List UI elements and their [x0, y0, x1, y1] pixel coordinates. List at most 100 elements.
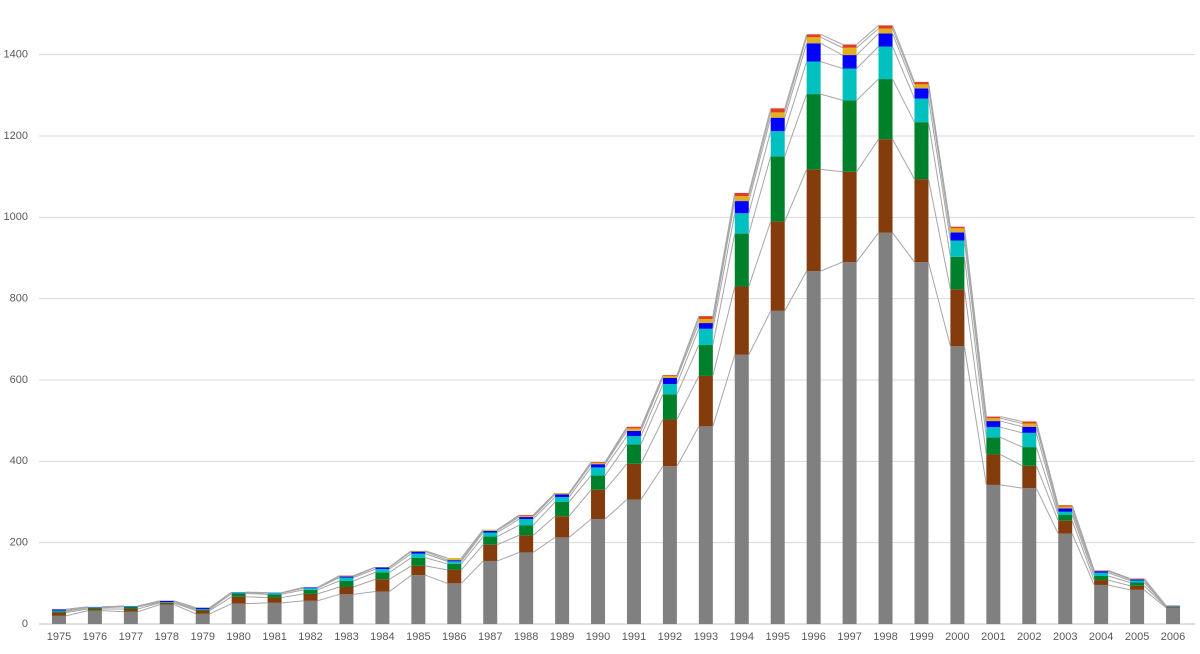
x-tick-label: 1987: [478, 631, 502, 643]
bar-segment: [807, 43, 821, 61]
bar-segment: [1058, 509, 1072, 512]
bar-segment: [1094, 576, 1108, 580]
y-tick-label: 400: [10, 455, 28, 467]
x-tick-label: 1977: [119, 631, 143, 643]
series-line: [533, 516, 555, 535]
bar-segment: [771, 156, 785, 221]
bar-segment: [843, 48, 857, 55]
x-tick-label: 1984: [370, 631, 394, 643]
bar-segment: [986, 418, 1000, 421]
series-line: [785, 271, 807, 311]
x-tick-label: 1979: [190, 631, 214, 643]
bar-segment: [1022, 466, 1036, 488]
x-tick-label: 1985: [406, 631, 430, 643]
bar-segment: [196, 611, 210, 614]
x-tick-label: 2005: [1125, 631, 1149, 643]
series-line: [893, 233, 915, 262]
series-line: [282, 601, 304, 603]
bar-segment: [699, 323, 713, 329]
bar-segment: [304, 594, 318, 601]
series-line: [821, 62, 843, 69]
series-line: [353, 579, 375, 587]
x-tick-label: 1983: [334, 631, 358, 643]
series-line: [1000, 485, 1022, 488]
bar-segment: [375, 569, 389, 572]
series-line: [749, 221, 771, 286]
bar-segment: [519, 519, 533, 525]
bar-segment: [986, 427, 1000, 437]
bar-segment: [1058, 534, 1072, 624]
series-line: [461, 537, 483, 564]
bar-segment: [232, 593, 246, 594]
bar-segment: [375, 567, 389, 569]
series-line: [677, 329, 699, 384]
bar-segment: [807, 37, 821, 43]
bar-segment: [735, 286, 749, 354]
bar-segment: [1130, 579, 1144, 580]
series-line: [641, 419, 663, 463]
series-line: [928, 99, 950, 241]
x-tick-label: 1988: [514, 631, 538, 643]
bar-segment: [519, 525, 533, 535]
series-line: [749, 118, 771, 201]
x-tick-label: 1993: [694, 631, 718, 643]
bar-segment: [807, 271, 821, 624]
bar-segment: [591, 490, 605, 519]
x-tick-label: 2001: [981, 631, 1005, 643]
bar-segment: [304, 590, 318, 594]
bar-segment: [304, 587, 318, 588]
series-line: [821, 262, 843, 271]
x-tick-label: 1997: [837, 631, 861, 643]
bar-segment: [771, 108, 785, 112]
bar-segment: [160, 601, 174, 602]
bar-segment: [879, 29, 893, 34]
bar-segment: [160, 603, 174, 605]
bar-segment: [771, 221, 785, 310]
bar-segment: [735, 234, 749, 287]
bar-segment: [1058, 515, 1072, 521]
series-line: [497, 517, 519, 531]
bar-segment: [879, 47, 893, 80]
series-line: [353, 591, 375, 594]
series-line: [246, 594, 268, 595]
bar-segment: [411, 554, 425, 558]
bar-segment: [950, 241, 964, 257]
bar-segment: [591, 464, 605, 467]
series-line: [533, 493, 555, 515]
bar-segment: [339, 581, 353, 587]
bar-segment: [1058, 512, 1072, 515]
x-tick-label: 1986: [442, 631, 466, 643]
bar-segment: [88, 611, 102, 624]
bar-segment: [339, 578, 353, 581]
bar-segment: [1058, 506, 1072, 508]
bar-segment: [663, 376, 677, 378]
bar-segment: [411, 566, 425, 575]
bar-segment: [914, 84, 928, 88]
series-line: [425, 575, 447, 583]
series-line: [533, 537, 555, 552]
series-line: [389, 554, 411, 569]
series-line: [893, 29, 915, 85]
bar-segment: [411, 558, 425, 566]
bar-segment: [843, 68, 857, 100]
bar-segment: [124, 612, 138, 624]
bar-segment: [483, 531, 497, 533]
series-line: [425, 566, 447, 570]
bar-segment: [232, 594, 246, 597]
y-tick-label: 800: [10, 293, 28, 305]
series-line: [1000, 427, 1022, 433]
bar-segment: [268, 603, 282, 624]
bar-segment: [196, 608, 210, 609]
x-tick-label: 1978: [155, 631, 179, 643]
x-tick-label: 1975: [47, 631, 71, 643]
series-line: [1036, 427, 1058, 509]
series-line: [569, 467, 591, 497]
bar-segment: [914, 88, 928, 98]
bar-segment: [627, 436, 641, 444]
bar-segment: [339, 587, 353, 594]
series-line: [749, 108, 771, 193]
series-line: [749, 311, 771, 355]
series-line: [246, 597, 268, 598]
bar-segment: [483, 537, 497, 545]
series-line: [964, 346, 986, 485]
